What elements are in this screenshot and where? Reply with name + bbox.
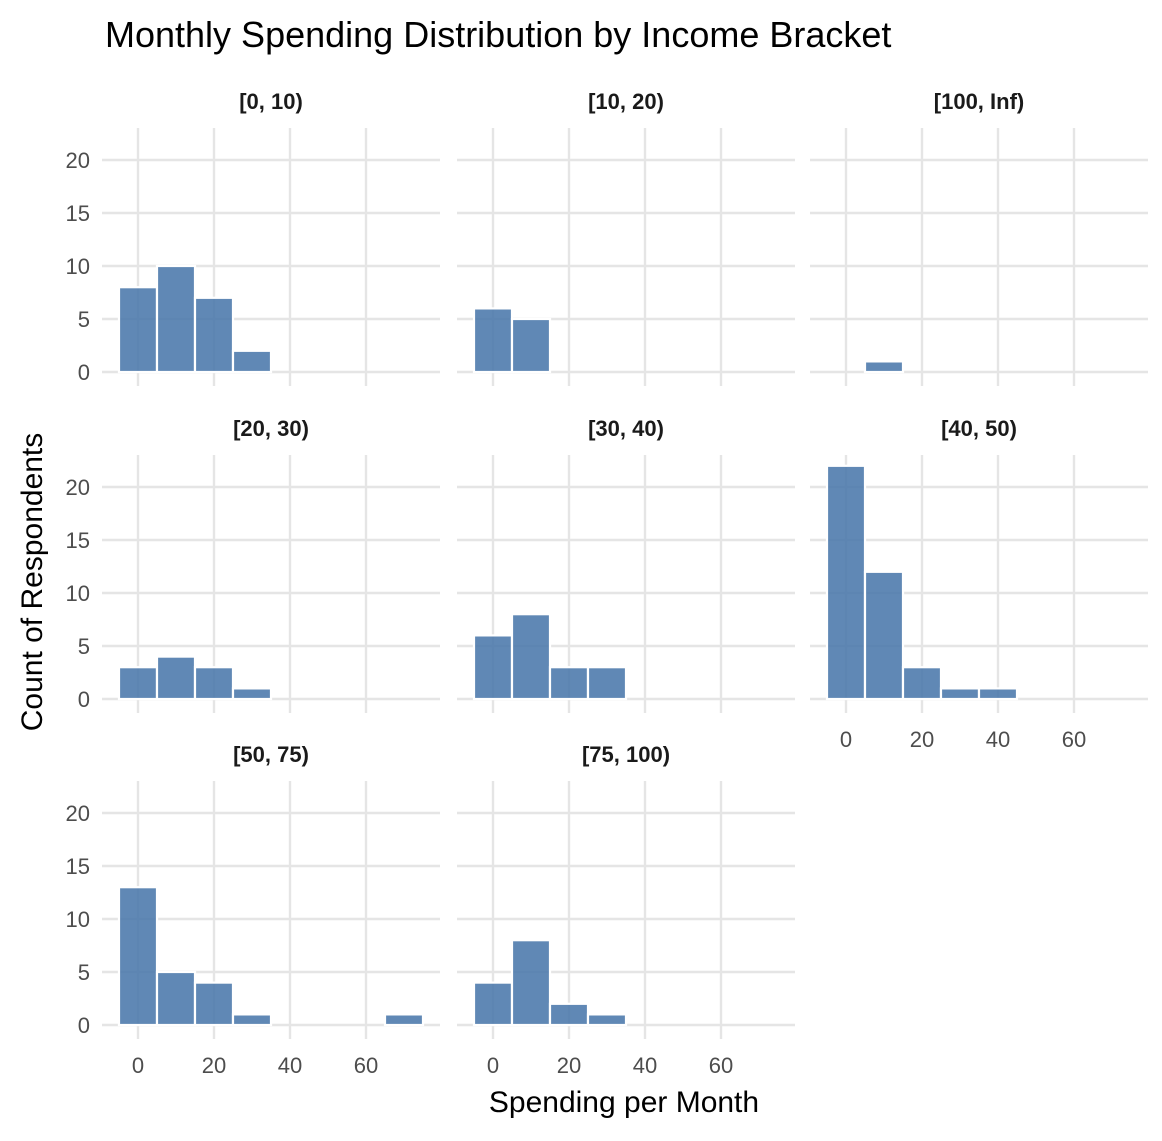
- histogram-bar: [117, 886, 159, 1027]
- histogram-bar: [155, 655, 197, 701]
- facet-panel: [50, 75) 0 5 10 15 20 0 20 40 60: [66, 742, 440, 1078]
- facet-label: [100, Inf): [934, 89, 1024, 114]
- histogram-bar: [586, 666, 628, 701]
- facet-panel: [10, 20): [457, 89, 795, 386]
- facet-label: [50, 75): [233, 742, 309, 767]
- histogram-bar: [117, 286, 159, 374]
- y-tick-label: 10: [66, 581, 90, 606]
- y-tick-label: 20: [66, 475, 90, 500]
- histogram-bar: [472, 981, 514, 1027]
- histogram-bar: [510, 939, 552, 1027]
- x-tick-label: 0: [840, 727, 852, 752]
- x-tick-label: 40: [986, 727, 1010, 752]
- x-tick-label: 60: [1062, 727, 1086, 752]
- histogram-bar: [901, 666, 943, 701]
- y-tick-label: 20: [66, 801, 90, 826]
- facet-label: [0, 10): [239, 89, 303, 114]
- x-tick-label: 20: [910, 727, 934, 752]
- y-axis-title: Count of Respondents: [16, 433, 49, 732]
- histogram-bar: [548, 1002, 590, 1027]
- histogram-bar: [155, 970, 197, 1027]
- histogram-bar: [472, 307, 514, 374]
- x-tick-label: 0: [132, 1053, 144, 1078]
- facet-label: [75, 100): [582, 742, 670, 767]
- histogram-bar: [510, 613, 552, 701]
- histogram-bar: [231, 687, 273, 701]
- facet-label: [10, 20): [588, 89, 664, 114]
- facet-label: [20, 30): [233, 416, 309, 441]
- facet-panel: [75, 100) 0 20 40 60: [457, 742, 795, 1078]
- x-axis-title: Spending per Month: [489, 1086, 759, 1119]
- y-tick-label: 0: [78, 687, 90, 712]
- y-tick-label: 5: [78, 307, 90, 332]
- histogram-bar: [548, 666, 590, 701]
- y-tick-label: 0: [78, 1013, 90, 1038]
- facet-label: [40, 50): [941, 416, 1017, 441]
- histogram-bar: [939, 687, 981, 701]
- facet-panels: [0, 10) 0 5 10 15 20 [10, 20) [100, Inf) [20, 30…: [66, 89, 1148, 1078]
- y-tick-label: 5: [78, 634, 90, 659]
- facet-label: [30, 40): [588, 416, 664, 441]
- y-tick-label: 10: [66, 254, 90, 279]
- histogram-bar: [193, 666, 235, 701]
- x-tick-label: 40: [278, 1053, 302, 1078]
- y-tick-label: 15: [66, 854, 90, 879]
- histogram-bar: [825, 464, 867, 701]
- histogram-bar: [383, 1013, 425, 1027]
- y-tick-label: 5: [78, 960, 90, 985]
- facet-panel: [0, 10) 0 5 10 15 20: [66, 89, 440, 386]
- histogram-bar: [586, 1013, 628, 1027]
- histogram-bar: [977, 687, 1019, 701]
- x-tick-label: 20: [557, 1053, 581, 1078]
- chart-title: Monthly Spending Distribution by Income …: [105, 14, 891, 55]
- x-tick-label: 20: [202, 1053, 226, 1078]
- facet-panel: [40, 50) 0 20 40 60: [810, 416, 1148, 752]
- y-tick-label: 10: [66, 907, 90, 932]
- facet-panel: [30, 40): [457, 416, 795, 713]
- x-tick-label: 40: [633, 1053, 657, 1078]
- facet-panel: [20, 30) 0 5 10 15 20: [66, 416, 440, 713]
- x-tick-label: 0: [487, 1053, 499, 1078]
- histogram-bar: [155, 264, 197, 374]
- histogram-bar: [231, 1013, 273, 1027]
- histogram-bar: [472, 634, 514, 701]
- x-tick-label: 60: [354, 1053, 378, 1078]
- histogram-bar: [193, 296, 235, 374]
- y-tick-label: 15: [66, 528, 90, 553]
- x-tick-label: 60: [709, 1053, 733, 1078]
- y-tick-label: 0: [78, 360, 90, 385]
- histogram-bar: [863, 360, 905, 374]
- y-tick-label: 20: [66, 148, 90, 173]
- y-tick-label: 15: [66, 201, 90, 226]
- histogram-bar: [193, 981, 235, 1027]
- histogram-bar: [510, 317, 552, 374]
- histogram-bar: [863, 570, 905, 701]
- histogram-bar: [231, 349, 273, 374]
- facet-panel: [100, Inf): [810, 89, 1148, 386]
- histogram-bar: [117, 666, 159, 701]
